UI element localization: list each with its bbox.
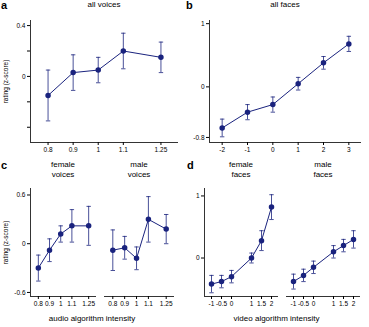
svg-text:-1: -1: [291, 300, 297, 307]
html-text:female voices: female voices: [51, 160, 75, 179]
svg-text:0.8: 0.8: [44, 146, 53, 153]
svg-text:1.1: 1.1: [119, 146, 128, 153]
svg-text:0: 0: [271, 146, 275, 153]
html-text:video algorithm intensity: video algorithm intensity: [233, 314, 320, 323]
html-text:male voices: male voices: [127, 160, 151, 179]
svg-text:-2: -2: [219, 146, 225, 153]
svg-text:rating (z-score): rating (z-score): [2, 60, 10, 104]
svg-text:3: 3: [347, 146, 351, 153]
html-text:all voices: all voices: [87, 0, 121, 9]
svg-text:rating (z-score): rating (z-score): [2, 221, 10, 265]
svg-text:0: 0: [196, 254, 200, 261]
svg-text:2: 2: [322, 146, 326, 153]
svg-text:-0.5: -0.5: [298, 300, 310, 307]
svg-text:1.1: 1.1: [67, 300, 76, 307]
svg-text:0.9: 0.9: [69, 146, 78, 153]
svg-text:1.25: 1.25: [160, 300, 173, 307]
html-text:a: a: [1, 0, 8, 11]
svg-text:-0.6: -0.6: [14, 289, 26, 296]
svg-text:0.9: 0.9: [120, 300, 129, 307]
svg-text:2: 2: [352, 300, 356, 307]
html-text:female faces: female faces: [229, 160, 253, 179]
svg-text:-1: -1: [209, 300, 215, 307]
svg-text:1: 1: [296, 146, 300, 153]
svg-text:1.5: 1.5: [339, 300, 348, 307]
svg-text:0.4: 0.4: [16, 22, 25, 29]
html-text:audio algorithm intensity: audio algorithm intensity: [48, 314, 136, 323]
svg-text:0: 0: [312, 300, 316, 307]
svg-text:1: 1: [250, 300, 254, 307]
svg-text:0: 0: [22, 72, 26, 79]
svg-text:1: 1: [96, 146, 100, 153]
svg-text:1: 1: [135, 300, 139, 307]
svg-text:2: 2: [270, 300, 274, 307]
svg-text:1.1: 1.1: [144, 300, 153, 307]
svg-text:0: 0: [201, 83, 205, 90]
html-text:male faces: male faces: [313, 160, 333, 179]
svg-text:-0.8: -0.8: [193, 134, 205, 141]
html-text:d: d: [187, 159, 194, 171]
svg-text:1: 1: [332, 300, 336, 307]
html-text:b: b: [186, 0, 193, 11]
html-text:all faces: all faces: [270, 0, 300, 9]
svg-text:0: 0: [22, 240, 26, 247]
svg-text:1: 1: [196, 192, 200, 199]
svg-text:1: 1: [201, 20, 205, 27]
svg-text:-0.5: -0.5: [216, 300, 228, 307]
svg-text:0.6: 0.6: [16, 191, 25, 198]
svg-text:0: 0: [230, 300, 234, 307]
svg-text:0.9: 0.9: [45, 300, 54, 307]
svg-text:0.8: 0.8: [108, 300, 117, 307]
svg-text:1: 1: [59, 300, 63, 307]
html-text:c: c: [1, 159, 8, 171]
svg-text:1.25: 1.25: [82, 300, 95, 307]
svg-text:1.25: 1.25: [155, 146, 168, 153]
svg-text:1.5: 1.5: [257, 300, 266, 307]
svg-text:-1: -1: [245, 146, 251, 153]
svg-text:0.8: 0.8: [34, 300, 43, 307]
